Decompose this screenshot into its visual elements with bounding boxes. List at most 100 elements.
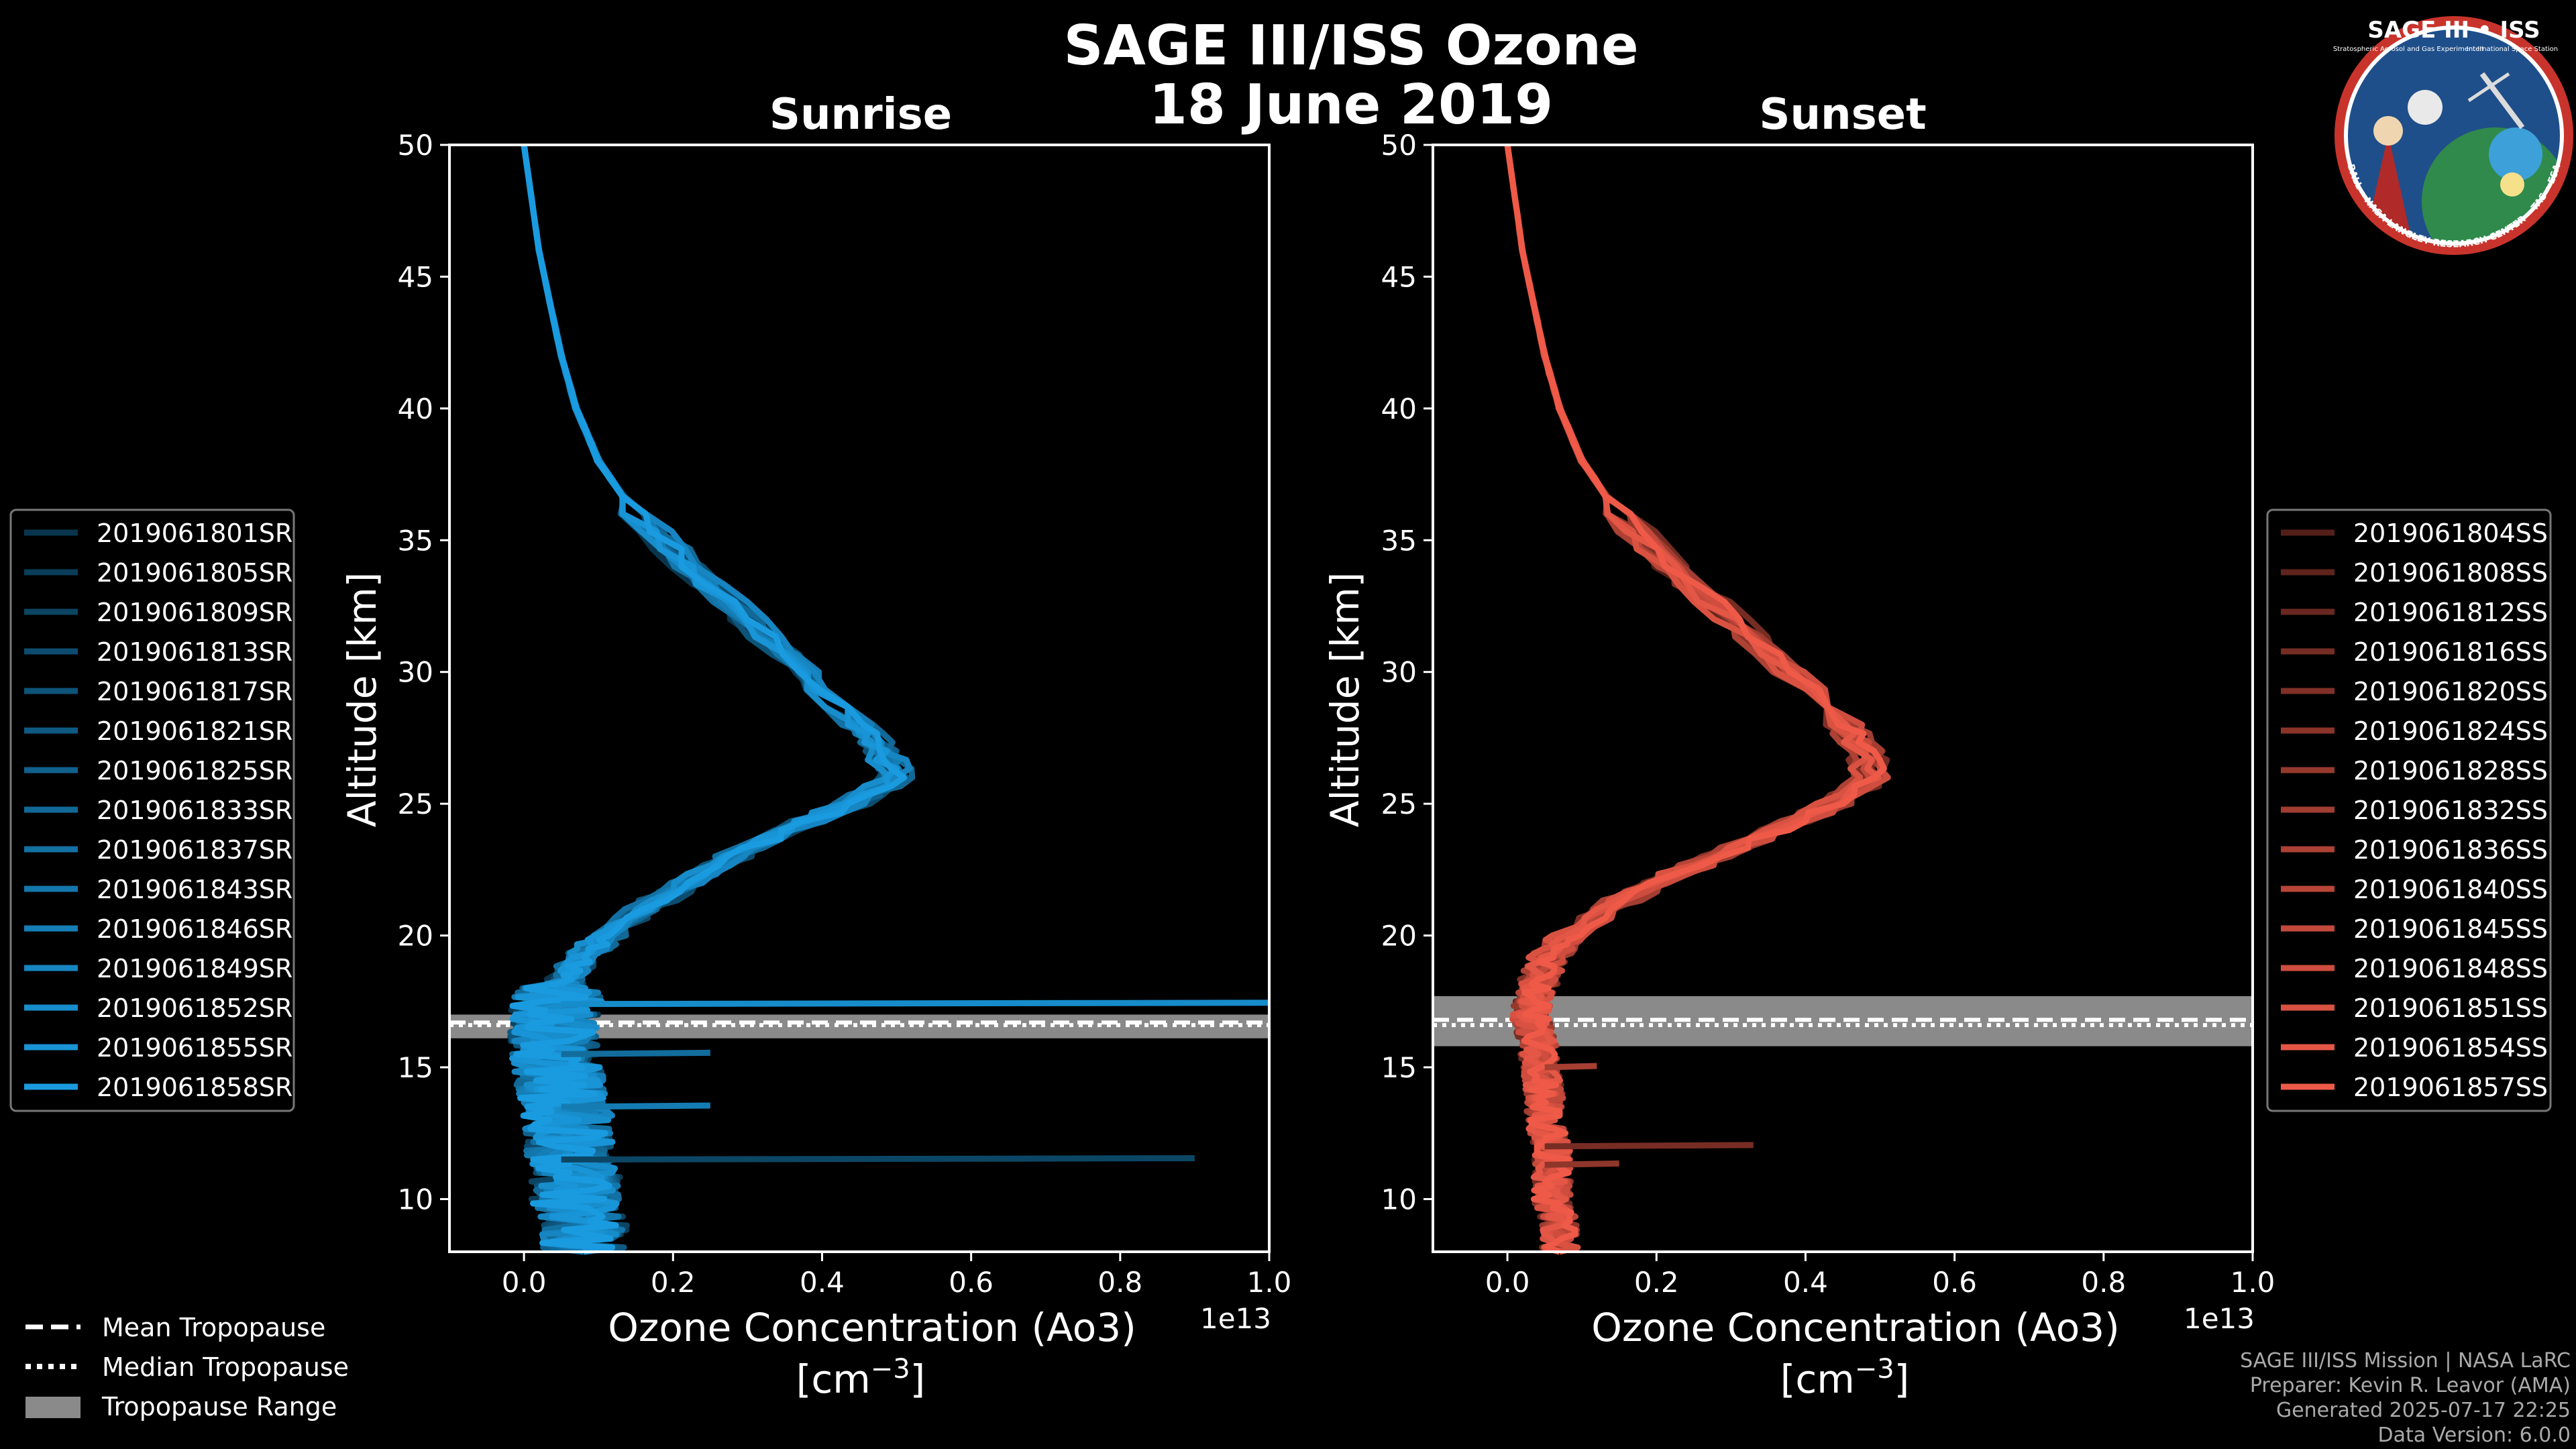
- legend-label-2019061840SS: 2019061840SS: [2353, 875, 2548, 904]
- sunset-xtick-label: 0.4: [1783, 1266, 1828, 1299]
- legend-label-2019061843SR: 2019061843SR: [97, 875, 292, 904]
- legend-label-2019061849SR: 2019061849SR: [97, 954, 292, 983]
- sunset-ytick-label: 25: [1381, 788, 1417, 820]
- legend-label-2019061854SS: 2019061854SS: [2353, 1033, 2548, 1063]
- sunrise-ytick-label: 30: [398, 656, 433, 689]
- tropopause-range-label: Tropopause Range: [101, 1392, 337, 1421]
- legend-label-2019061812SS: 2019061812SS: [2353, 598, 2548, 627]
- sunset-axes: 0.0 0.2 0.4 0.6 0.8 1.0 10 15 20 25 30 35 40 45 50: [1381, 129, 2275, 1299]
- sunset-xtick-label: 1.0: [2231, 1266, 2275, 1299]
- sunset-ytick-label: 35: [1381, 524, 1417, 557]
- sunset-ytick-label: 45: [1381, 260, 1417, 293]
- legend-label-2019061828SS: 2019061828SS: [2353, 756, 2548, 786]
- moon-icon: [2408, 90, 2443, 125]
- sunset-ylabel: Altitude [km]: [1322, 572, 1368, 827]
- sunrise-ytick-label: 15: [398, 1051, 433, 1084]
- sunset-legend: 2019061804SS 2019061808SS 2019061812SS 2019…: [2266, 508, 2552, 1112]
- sunset-axes-frame: [1432, 144, 2254, 1253]
- sunrise-ytick-label: 10: [398, 1183, 433, 1216]
- sunset-xtick-label: 0.6: [1932, 1266, 1977, 1299]
- sunrise-xtick-label: 0.6: [949, 1266, 994, 1299]
- profile-line-2019061857SS: [1504, 144, 1887, 1255]
- sunset-profile-spike: [1544, 1160, 1619, 1168]
- sunrise-xtick-label: 1.0: [1247, 1266, 1292, 1299]
- sunset-tropopause: [1433, 996, 2253, 1046]
- legend-label-2019061846SR: 2019061846SR: [97, 914, 292, 944]
- sunrise-xlabel-line2: [cm−3]: [796, 1354, 926, 1402]
- sunrise-legend: 2019061801SR 2019061805SR 2019061809SR 2019…: [9, 508, 295, 1112]
- legend-label-2019061820SS: 2019061820SS: [2353, 677, 2548, 706]
- logo-title: SAGE III • ISS: [2367, 17, 2540, 44]
- sunset-legend-box: [2266, 508, 2552, 1112]
- legend-label-2019061817SR: 2019061817SR: [97, 677, 292, 706]
- sunrise-offset-text: 1e13: [1200, 1302, 1271, 1335]
- sunset-panel-title: Sunset: [1759, 90, 1926, 140]
- sunrise-xtick-label: 0.4: [800, 1266, 845, 1299]
- legend-label-2019061821SR: 2019061821SR: [97, 716, 292, 746]
- median-tropopause-label: Median Tropopause: [102, 1352, 349, 1382]
- mean-tropopause-label: Mean Tropopause: [102, 1313, 325, 1342]
- sunrise-ytick-label: 35: [398, 524, 433, 557]
- legend-label-2019061816SS: 2019061816SS: [2353, 637, 2548, 667]
- figure-title-line1: SAGE III/ISS Ozone: [1063, 14, 1638, 78]
- legend-label-2019061832SS: 2019061832SS: [2353, 796, 2548, 825]
- legend-label-2019061845SS: 2019061845SS: [2353, 914, 2548, 944]
- sunset-xtick-label: 0.2: [1634, 1266, 1679, 1299]
- legend-label-2019061809SR: 2019061809SR: [97, 598, 292, 627]
- sunset-xtick-label: 0.8: [2081, 1266, 2126, 1299]
- legend-label-2019061855SR: 2019061855SR: [97, 1033, 292, 1063]
- legend-label-2019061833SR: 2019061833SR: [97, 796, 292, 825]
- legend-label-2019061801SR: 2019061801SR: [97, 519, 292, 548]
- sunrise-xtick-label: 0.2: [651, 1266, 696, 1299]
- tropopause-range-swatch: [25, 1397, 80, 1418]
- sunrise-xtick-label: 0.8: [1097, 1266, 1142, 1299]
- sunset-profile-spike: [1544, 1142, 1754, 1150]
- footer-mission: SAGE III/ISS Mission | NASA LaRC: [2240, 1349, 2571, 1373]
- sage-iii-iss-logo: SAGE III • ISS Stratospheric Aerosol and…: [2333, 16, 2573, 255]
- sunrise-ylabel: Altitude [km]: [339, 572, 385, 827]
- sunset-offset-text: 1e13: [2184, 1302, 2255, 1335]
- legend-label-2019061851SS: 2019061851SS: [2353, 994, 2548, 1023]
- sunrise-profiles: [507, 144, 1270, 1255]
- sunset-xlabel-line2: [cm−3]: [1780, 1354, 1910, 1402]
- legend-label-2019061804SS: 2019061804SS: [2353, 519, 2548, 548]
- sunset-panel: Sunset 0.0 0.2 0.4 0.6 0.8 1.0 10 15 20 25 30 35 40 4…: [1322, 90, 2275, 1402]
- legend-label-2019061848SS: 2019061848SS: [2353, 954, 2548, 983]
- sunrise-profile-spike: [561, 1155, 1195, 1163]
- sunrise-ytick-label: 40: [398, 392, 433, 425]
- legend-label-2019061857SS: 2019061857SS: [2353, 1073, 2548, 1102]
- sunrise-xlabel-line1: Ozone Concentration (Ao3): [608, 1305, 1136, 1350]
- sunrise-axes-frame: [448, 144, 1271, 1253]
- footer-data-version: Data Version: 6.0.0: [2378, 1424, 2571, 1447]
- sunrise-profile-spike: [561, 1049, 710, 1057]
- sunrise-panel-title: Sunrise: [769, 90, 952, 140]
- footer-generated: Generated 2025-07-17 22:25: [2276, 1399, 2571, 1422]
- footer-preparer: Preparer: Kevin R. Leavor (AMA): [2250, 1374, 2571, 1397]
- legend-label-2019061858SR: 2019061858SR: [97, 1073, 292, 1102]
- logo-subtitle-left: Stratospheric Aerosol and Gas Experiment…: [2333, 46, 2483, 53]
- sunset-ytick-label: 50: [1381, 129, 1417, 162]
- figure-title-line2: 18 June 2019: [1149, 73, 1553, 137]
- logo-subtitle-right: International Space Station: [2467, 46, 2558, 53]
- sunrise-ytick-label: 25: [398, 788, 433, 820]
- sunset-xlabel-line1: Ozone Concentration (Ao3): [1591, 1305, 2120, 1350]
- legend-label-2019061808SS: 2019061808SS: [2353, 558, 2548, 588]
- sunrise-ytick-label: 45: [398, 260, 433, 293]
- sunset-profiles: [1504, 144, 1891, 1255]
- sunset-ytick-label: 20: [1381, 920, 1417, 953]
- legend-label-2019061805SR: 2019061805SR: [97, 558, 292, 588]
- sunrise-profile-spike: [561, 1102, 710, 1110]
- sunset-ytick-label: 10: [1381, 1183, 1417, 1216]
- tropopause-legend: Mean Tropopause Median Tropopause Tropop…: [25, 1313, 349, 1421]
- iss-icon: [2479, 72, 2525, 129]
- sunrise-ytick-label: 20: [398, 920, 433, 953]
- footer-credits: SAGE III/ISS Mission | NASA LaRC Prepare…: [2240, 1349, 2571, 1447]
- sunset-profile-spike: [1544, 1063, 1597, 1071]
- sunrise-panel: Sunrise 0.0 0.2 0.4 0.6 0.8 1.0 10 15 20 25 30 35 40…: [339, 90, 1291, 1402]
- sunset-ytick-label: 40: [1381, 392, 1417, 425]
- sunset-ytick-label: 30: [1381, 656, 1417, 689]
- legend-label-2019061813SR: 2019061813SR: [97, 637, 292, 667]
- sunrise-xtick-label: 0.0: [502, 1266, 547, 1299]
- sunset-ytick-label: 15: [1381, 1051, 1417, 1084]
